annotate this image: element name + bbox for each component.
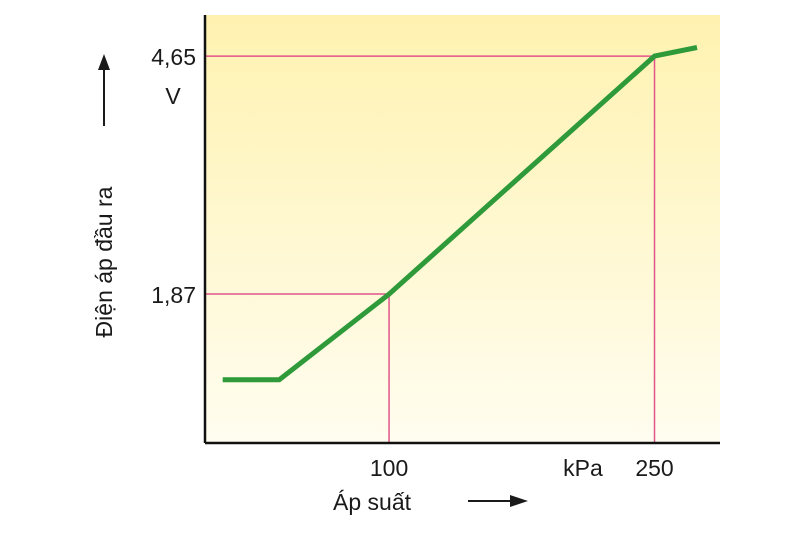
y-axis-arrow	[98, 54, 110, 126]
y-tick-label-0: 1,87	[151, 282, 196, 308]
x-axis-title: Áp suất	[333, 489, 412, 515]
x-unit-label: kPa	[563, 455, 603, 481]
y-axis-title: Điện áp đầu ra	[91, 186, 117, 337]
x-tick-label-1: 250	[635, 455, 673, 481]
y-unit-label: V	[165, 83, 181, 109]
x-axis-arrow	[468, 495, 528, 507]
reference-lines	[205, 55, 656, 443]
y-tick-label-1: 4,65	[151, 44, 196, 70]
series-layer	[222, 45, 698, 383]
x-tick-label-0: 100	[370, 455, 408, 481]
tick-labels: 1,87 4,65 100 250	[151, 44, 673, 481]
series-line-0	[222, 45, 698, 383]
